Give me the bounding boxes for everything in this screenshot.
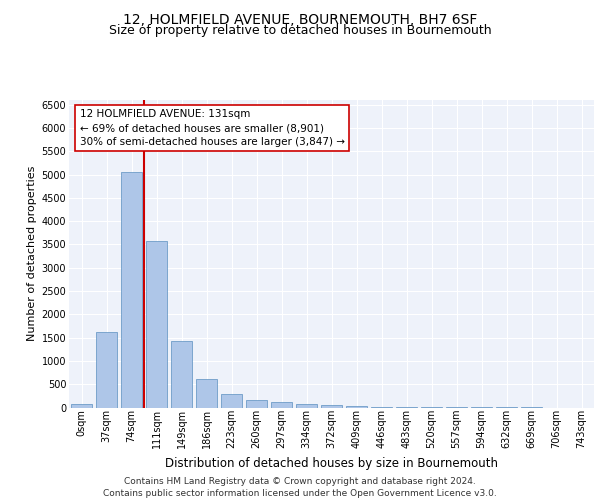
Y-axis label: Number of detached properties: Number of detached properties <box>28 166 37 342</box>
Bar <box>171 342 192 407</box>
Text: 12, HOLMFIELD AVENUE, BOURNEMOUTH, BH7 6SF: 12, HOLMFIELD AVENUE, BOURNEMOUTH, BH7 6… <box>123 12 477 26</box>
Bar <box>221 394 242 407</box>
Bar <box>271 402 292 407</box>
X-axis label: Distribution of detached houses by size in Bournemouth: Distribution of detached houses by size … <box>165 456 498 469</box>
Bar <box>371 406 392 408</box>
Bar <box>71 404 92 407</box>
Bar <box>346 406 367 407</box>
Text: 12 HOLMFIELD AVENUE: 131sqm
← 69% of detached houses are smaller (8,901)
30% of : 12 HOLMFIELD AVENUE: 131sqm ← 69% of det… <box>79 109 344 147</box>
Bar <box>196 378 217 408</box>
Text: Size of property relative to detached houses in Bournemouth: Size of property relative to detached ho… <box>109 24 491 37</box>
Bar <box>296 404 317 407</box>
Bar <box>121 172 142 408</box>
Bar <box>96 332 117 407</box>
Bar <box>146 240 167 408</box>
Bar <box>246 400 267 407</box>
Text: Contains public sector information licensed under the Open Government Licence v3: Contains public sector information licen… <box>103 488 497 498</box>
Text: Contains HM Land Registry data © Crown copyright and database right 2024.: Contains HM Land Registry data © Crown c… <box>124 478 476 486</box>
Bar <box>321 405 342 407</box>
